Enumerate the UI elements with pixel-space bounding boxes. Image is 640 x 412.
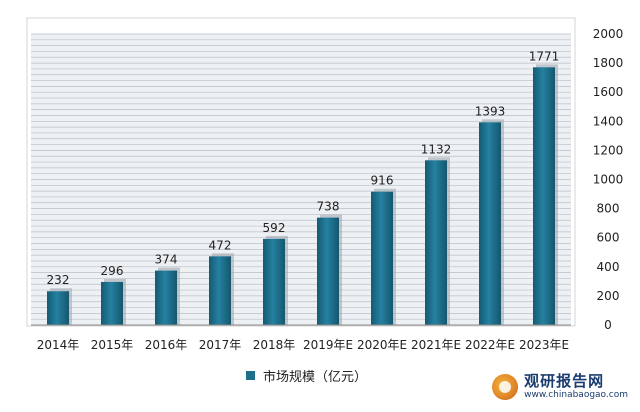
y-tick-label: 200 <box>597 289 620 303</box>
legend-label: 市场规模（亿元） <box>263 370 368 385</box>
data-label: 1771 <box>529 49 560 63</box>
bar <box>533 67 555 325</box>
bar <box>155 270 177 325</box>
x-tick-label: 2014年 <box>37 338 80 352</box>
data-label: 916 <box>371 174 394 188</box>
brand-logo-icon <box>492 374 519 400</box>
watermark: 观研报告网 www.chinabaogao.com <box>492 374 628 400</box>
watermark-url: www.chinabaogao.com <box>524 390 628 400</box>
data-label: 472 <box>209 238 232 252</box>
data-label: 296 <box>101 264 124 278</box>
bar <box>479 122 501 325</box>
y-tick-labels: 0 200 400 600 800 1000 1200 1400 1600 1800 2000 <box>593 27 624 332</box>
x-tick-label: 2016年 <box>145 338 188 352</box>
y-tick-label: 600 <box>597 231 620 245</box>
data-label: 1393 <box>475 104 506 118</box>
data-label: 232 <box>47 273 70 287</box>
legend: 市场规模（亿元） <box>246 366 367 385</box>
x-tick-label: 2020年E <box>357 338 407 352</box>
bar <box>209 256 231 325</box>
watermark-name: 观研报告网 <box>524 372 605 390</box>
x-tick-label: 2022年E <box>465 338 515 352</box>
y-tick-label: 1200 <box>593 143 624 157</box>
y-tick-label: 1600 <box>593 85 624 99</box>
bar <box>371 191 393 325</box>
bars <box>47 64 558 325</box>
x-tick-label: 2021年E <box>411 338 461 352</box>
bar <box>263 238 285 325</box>
legend-swatch <box>246 371 255 380</box>
y-tick-label: 1400 <box>593 114 624 128</box>
bar <box>317 217 339 325</box>
data-label: 374 <box>155 253 178 267</box>
value-labels: 232 296 374 472 592 738 916 1132 1393 1771 <box>47 49 560 287</box>
x-tick-label: 2015年 <box>91 338 134 352</box>
y-tick-label: 800 <box>597 202 620 216</box>
y-tick-label: 1000 <box>593 173 624 187</box>
x-tick-labels: 2014年 2015年 2016年 2017年 2018年 2019年E 2020年E 202… <box>37 338 569 352</box>
x-tick-label: 2019年E <box>303 338 353 352</box>
bar <box>47 291 69 325</box>
bar <box>425 160 447 325</box>
x-tick-label: 2018年 <box>253 338 296 352</box>
y-tick-label: 0 <box>604 318 612 332</box>
x-tick-label: 2017年 <box>199 338 242 352</box>
x-tick-label: 2023年E <box>519 338 569 352</box>
y-tick-label: 2000 <box>593 27 624 41</box>
y-tick-label: 400 <box>597 260 620 274</box>
data-label: 592 <box>263 221 286 235</box>
data-label: 738 <box>317 200 340 214</box>
bar <box>101 281 123 325</box>
data-label: 1132 <box>421 142 452 156</box>
y-tick-label: 1800 <box>593 56 624 70</box>
